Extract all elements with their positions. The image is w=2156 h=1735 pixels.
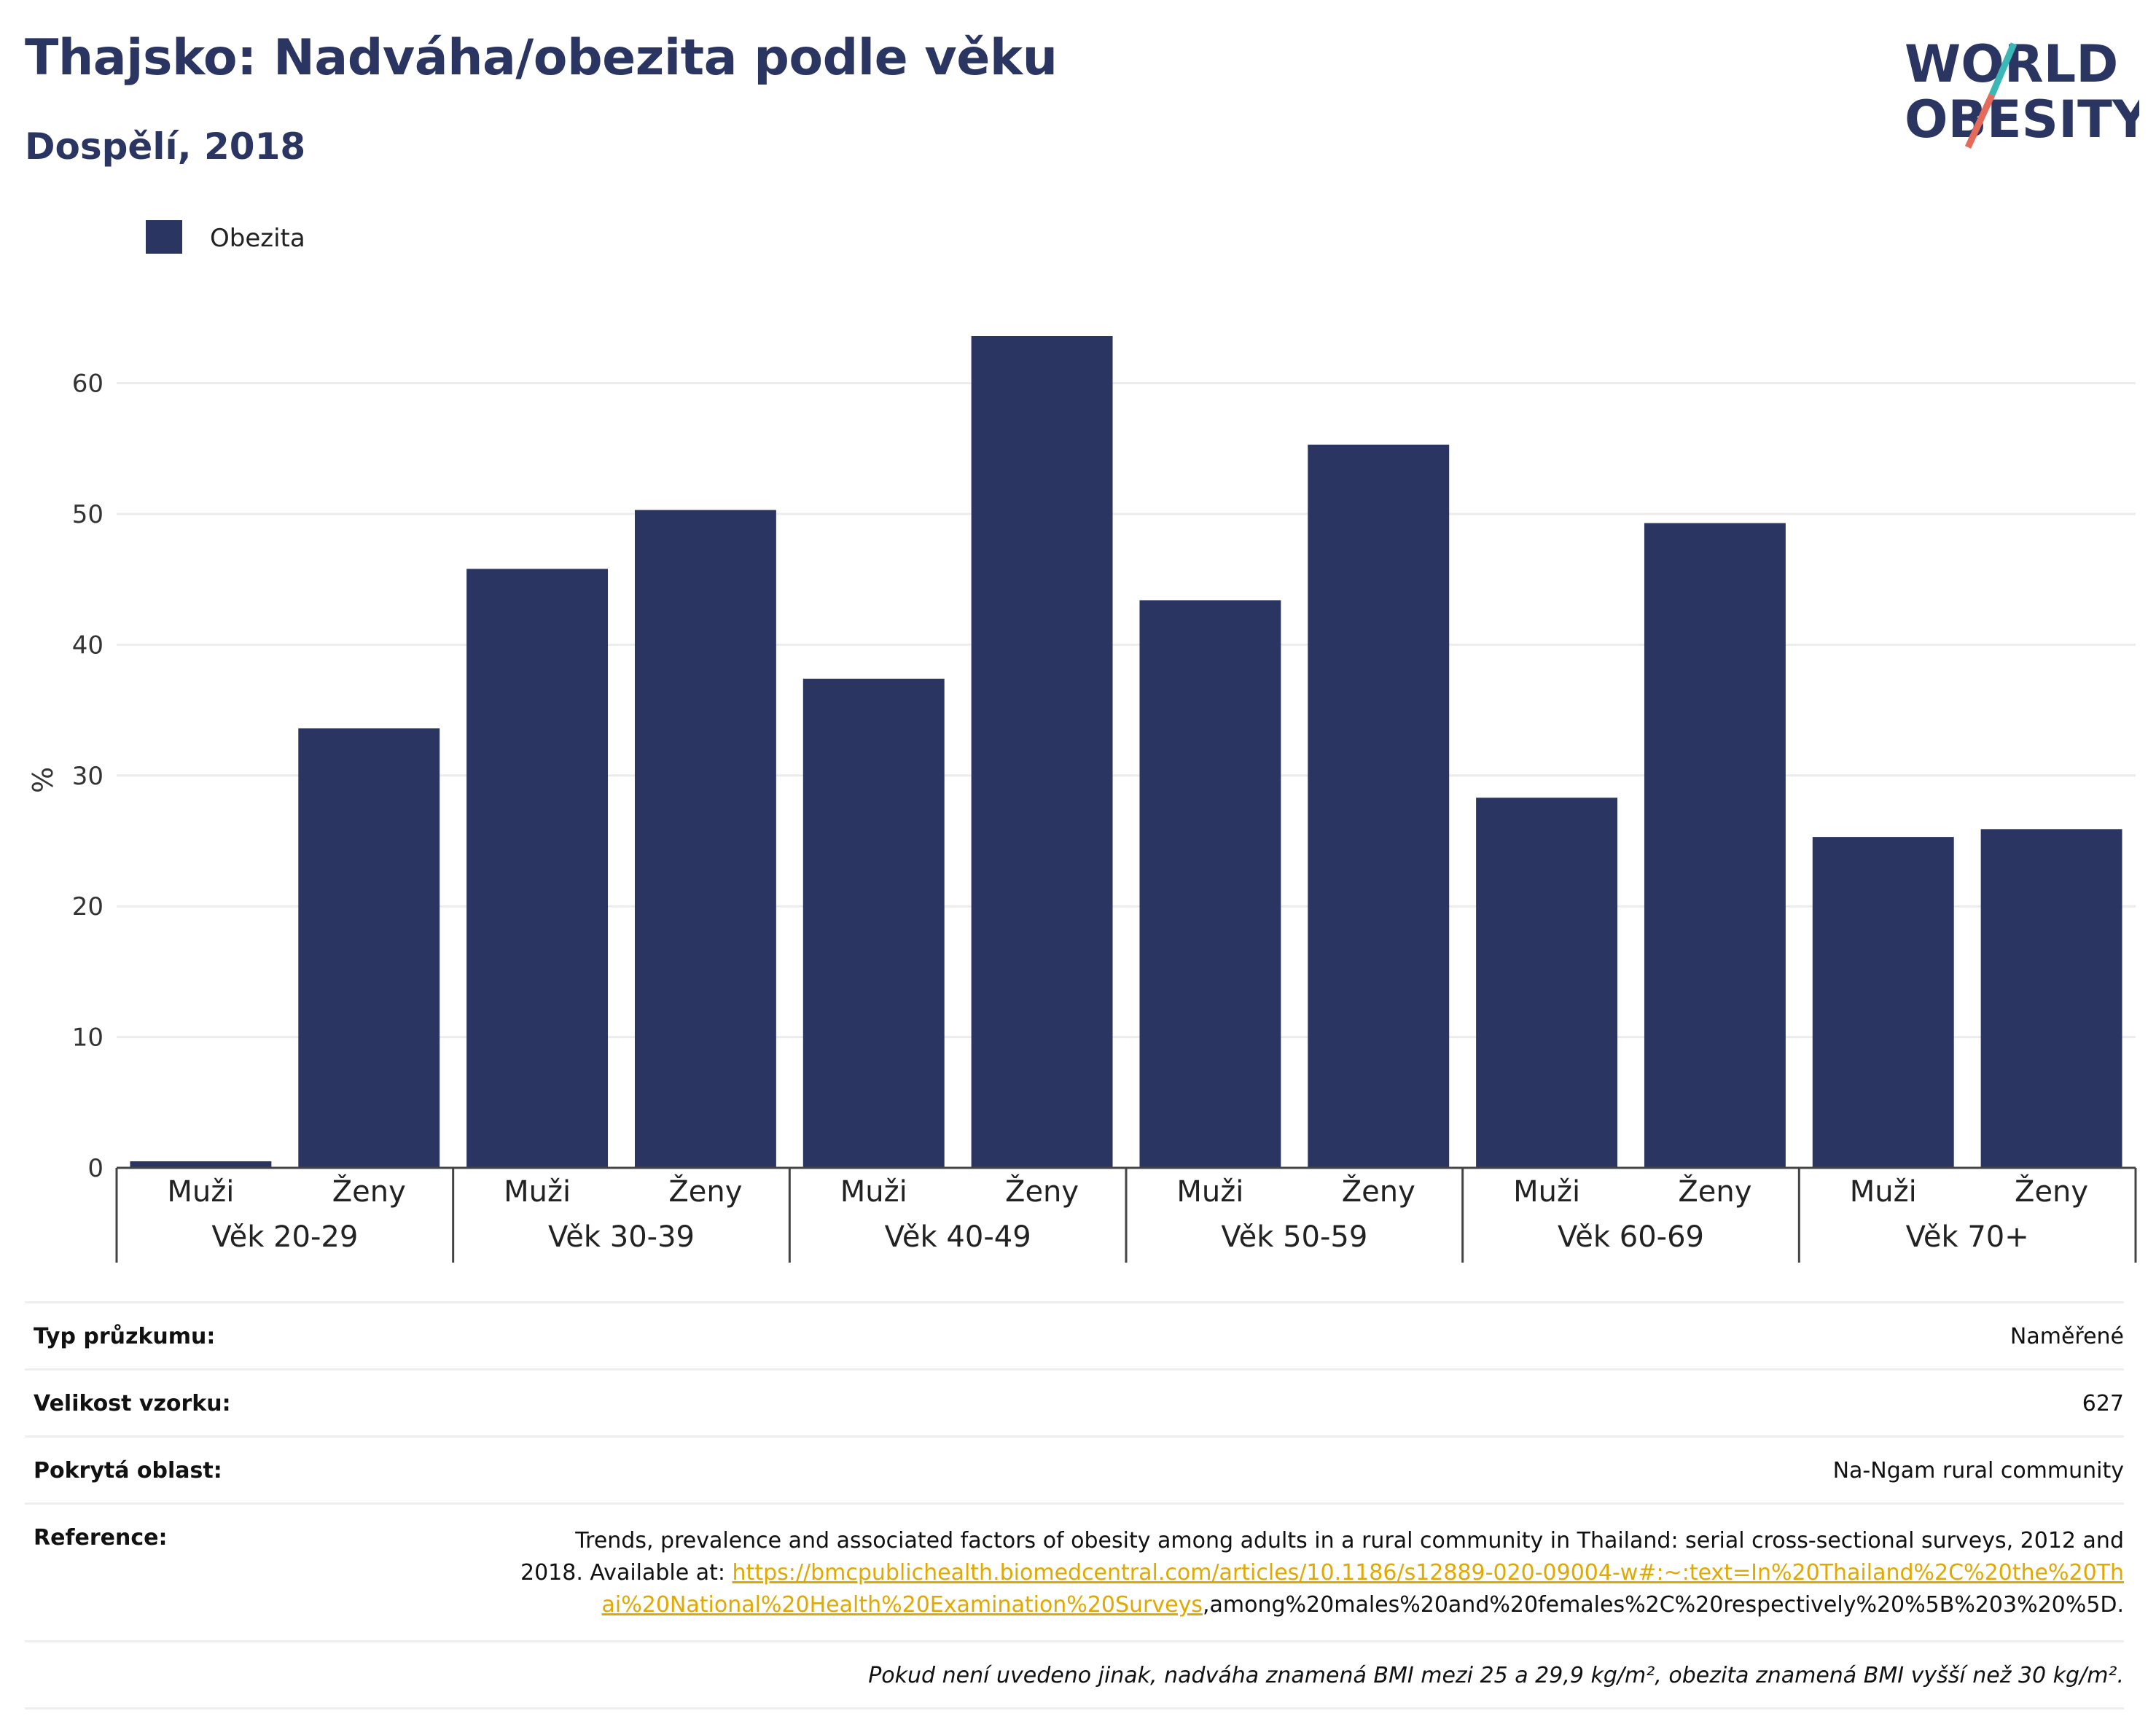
x-subcategory-label-3-1: Ženy — [1342, 1174, 1415, 1209]
bar-4-0 — [1476, 798, 1618, 1168]
world-obesity-logo: WORLD OBESITY — [1905, 34, 2139, 149]
logo-line2: OBESITY — [1905, 90, 2139, 149]
bar-1-1 — [634, 510, 776, 1168]
legend-label-obezita: Obezita — [210, 224, 305, 253]
y-tick-label-60: 60 — [72, 370, 103, 399]
legend-swatch-obezita — [146, 220, 182, 254]
reference-text: Trends, prevalence and associated factor… — [520, 1528, 2124, 1586]
bar-chart: 0 10 20 30 40 50 60 Muži Ženy Věk 20-29 Muži Ženy V… — [27, 220, 2137, 1263]
x-group-label-3: Věk 50-59 — [1221, 1220, 1367, 1254]
x-group-label-0: Věk 20-29 — [211, 1220, 358, 1254]
bar-1-0 — [466, 569, 609, 1168]
logo-slash-upper — [1988, 42, 2018, 96]
x-axis: Muži Ženy Věk 20-29 Muži Ženy Věk 30-39 Muži Že… — [115, 1166, 2137, 1263]
bmi-note: Pokud není uvedeno jinak, nadváha znamen… — [25, 1640, 2124, 1709]
gridlines — [117, 382, 2136, 1039]
sample-size-row: Velikost vzorku: 627 — [25, 1368, 2124, 1435]
x-subcategory-label-0-1: Ženy — [332, 1174, 406, 1209]
bar-5-1 — [1980, 829, 2122, 1168]
bars — [130, 335, 2122, 1168]
reference-label: Reference: — [34, 1525, 168, 1551]
sample-size-value: 627 — [2082, 1391, 2124, 1416]
x-group-label-5: Věk 70+ — [1906, 1220, 2029, 1254]
bar-0-1 — [298, 728, 440, 1168]
y-axis-label: % — [27, 767, 59, 793]
y-tick-label-20: 20 — [72, 892, 103, 921]
y-tick-label-10: 10 — [72, 1024, 103, 1053]
bar-3-0 — [1139, 600, 1281, 1168]
x-subcategory-label-5-0: Muži — [1850, 1175, 1917, 1209]
bar-5-0 — [1812, 837, 1954, 1168]
bar-3-1 — [1308, 444, 1450, 1168]
x-group-label-2: Věk 40-49 — [885, 1220, 1031, 1254]
chart-title: Thajsko: Nadváha/obezita podle věku — [25, 29, 1058, 87]
survey-info-table: Typ průzkumu: Naměřené Velikost vzorku: … — [25, 1301, 2124, 1709]
bar-0-0 — [130, 1161, 272, 1168]
reference-tail: ,among%20males%20and%20females%2C%20resp… — [1202, 1592, 2124, 1618]
reference-value: Trends, prevalence and associated factor… — [520, 1525, 2124, 1621]
y-axis-ticks: 0 10 20 30 40 50 60 — [72, 370, 103, 1183]
x-subcategory-label-0-0: Muži — [167, 1175, 234, 1209]
y-tick-label-50: 50 — [72, 500, 103, 529]
x-subcategory-label-2-0: Muži — [840, 1175, 907, 1209]
survey-type-value: Naměřené — [2009, 1324, 2124, 1349]
area-value: Na-Ngam rural community — [1832, 1458, 2124, 1483]
x-group-label-4: Věk 60-69 — [1558, 1220, 1704, 1254]
bar-4-1 — [1644, 523, 1786, 1168]
x-subcategory-label-1-0: Muži — [504, 1175, 571, 1209]
survey-type-row: Typ průzkumu: Naměřené — [25, 1301, 2124, 1368]
area-label: Pokrytá oblast: — [34, 1458, 222, 1483]
reference-link[interactable]: https://bmcpublichealth.biomedcentral.co… — [601, 1560, 2125, 1618]
x-subcategory-label-3-0: Muži — [1176, 1175, 1243, 1209]
y-tick-label-0: 0 — [87, 1154, 103, 1183]
x-subcategory-label-5-1: Ženy — [2015, 1174, 2088, 1209]
y-tick-label-40: 40 — [72, 631, 103, 660]
area-row: Pokrytá oblast: Na-Ngam rural community — [25, 1435, 2124, 1502]
bar-2-0 — [802, 679, 945, 1168]
x-subcategory-label-2-1: Ženy — [1005, 1174, 1079, 1209]
x-subcategory-label-4-0: Muži — [1513, 1175, 1580, 1209]
chart-subtitle: Dospělí, 2018 — [25, 125, 306, 168]
sample-size-label: Velikost vzorku: — [34, 1391, 231, 1416]
logo-slash-lower — [1964, 93, 1996, 149]
survey-type-label: Typ průzkumu: — [34, 1324, 216, 1349]
x-subcategory-label-4-1: Ženy — [1678, 1174, 1751, 1209]
bar-2-1 — [971, 335, 1113, 1168]
x-subcategory-label-1-1: Ženy — [668, 1174, 742, 1209]
y-tick-label-30: 30 — [72, 762, 103, 791]
legend: Obezita — [146, 220, 305, 254]
x-group-label-1: Věk 30-39 — [548, 1220, 695, 1254]
reference-row: Reference: Trends, prevalence and associ… — [25, 1502, 2124, 1640]
